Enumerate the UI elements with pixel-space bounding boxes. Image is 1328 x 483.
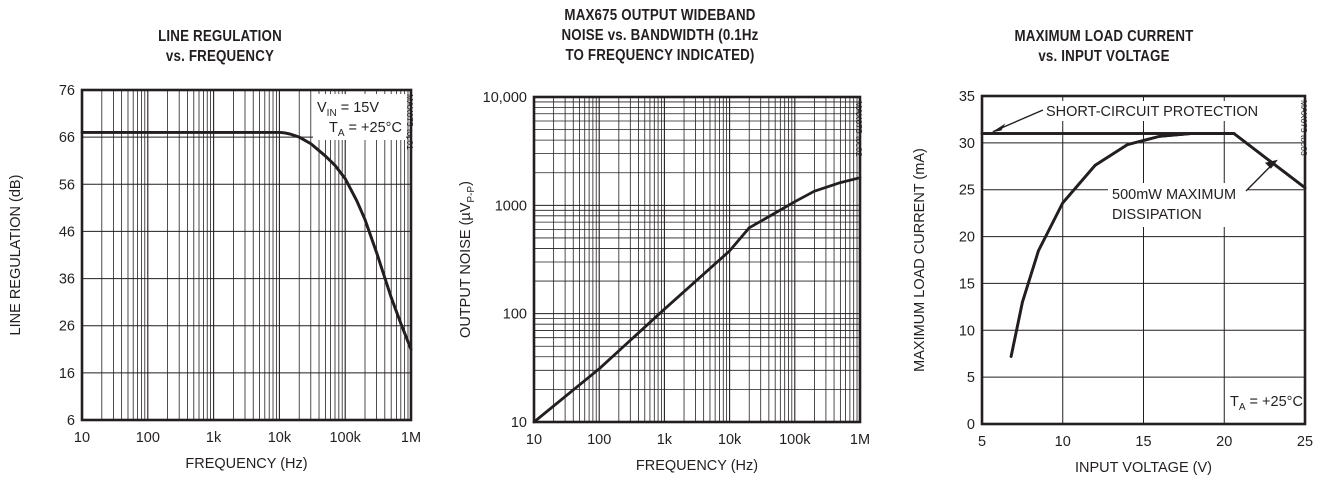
side-code: MAX675 toc02 xyxy=(854,101,864,157)
legend-ta-val: = +25°C xyxy=(345,120,402,136)
x-tick-label: 100k xyxy=(779,432,811,448)
annotation-dissipation-line-2: DISSIPATION xyxy=(1112,207,1202,223)
legend-ta-val: = +25°C xyxy=(1246,394,1303,410)
x-axis-label: FREQUENCY (Hz) xyxy=(636,458,758,474)
chart-2-title-line-3: TO FREQUENCY INDICATED) xyxy=(565,47,755,64)
annotation-1-arrowhead xyxy=(991,123,1006,133)
y-tick-label: 30 xyxy=(959,136,975,152)
legend-ta-t: T xyxy=(1230,394,1239,410)
chart-1-title-line-2: vs. FREQUENCY xyxy=(165,48,275,65)
y-tick-label: 46 xyxy=(59,224,75,240)
legend-vin-val: = 15V xyxy=(337,100,380,116)
y-axis-label-end: ) xyxy=(458,181,474,186)
y-tick-label: 0 xyxy=(967,417,975,433)
chart-3-title: MAXIMUM LOAD CURRENT vs. INPUT VOLTAGE xyxy=(911,27,1296,67)
legend-vin-sub: IN xyxy=(327,108,337,119)
x-tick-label: 1k xyxy=(657,432,673,448)
chart-2-plot: 10 100 1k 10k 100k 1M 10 100 1000 10,000 FREQUENCY… xyxy=(458,90,870,474)
legend-ta-bg xyxy=(1226,389,1302,413)
y-tick-label: 36 xyxy=(59,272,75,288)
chart-max-load-current: MAXIMUM LOAD CURRENT vs. INPUT VOLTAGE 5… xyxy=(880,0,1328,483)
y-tick-label: 66 xyxy=(59,130,75,146)
chart-1-title: LINE REGULATION vs. FREQUENCY xyxy=(31,27,409,67)
series-line-1 xyxy=(80,130,413,351)
x-tick-label: 15 xyxy=(1135,434,1151,450)
y-tick-label: 10 xyxy=(959,323,975,339)
y-axis-label-text: LINE REGULATION (dB) xyxy=(8,175,24,336)
annotation-2-arrowhead xyxy=(1264,159,1278,169)
annotation-dissipation-line-1: 500mW MAXIMUM xyxy=(1112,187,1236,203)
x-axis-label: INPUT VOLTAGE (V) xyxy=(1075,460,1212,476)
x-tick-label: 10 xyxy=(526,432,542,448)
x-tick-label: 10k xyxy=(718,432,742,448)
x-tick-label: 100 xyxy=(136,430,160,446)
y-tick-label: 6 xyxy=(67,413,75,429)
chart-output-noise: MAX675 OUTPUT WIDEBAND NOISE vs. BANDWID… xyxy=(440,0,880,483)
y-axis-label-sub: P-P xyxy=(466,186,477,203)
x-tick-label: 20 xyxy=(1216,434,1232,450)
y-axis-label-mu: µ xyxy=(458,212,474,221)
chart-3-title-line-2: vs. INPUT VOLTAGE xyxy=(1038,48,1170,65)
legend-ta-sub: A xyxy=(1239,402,1246,413)
y-axis-label: OUTPUT NOISE (µVP-P) xyxy=(458,181,477,338)
chart-3-title-line-1: MAXIMUM LOAD CURRENT xyxy=(1014,28,1194,45)
side-code: MAX675 toc01 xyxy=(405,94,415,150)
legend-ta-sub: A xyxy=(338,128,345,139)
y-axis-label: LINE REGULATION (dB) xyxy=(8,175,24,336)
y-tick-label: 35 xyxy=(959,89,975,105)
y-tick-label: 1000 xyxy=(495,198,527,214)
y-tick-label: 10 xyxy=(511,415,527,431)
series-line-overlay-2 xyxy=(1009,132,1236,358)
plot-frame xyxy=(980,94,1307,426)
x-tick-label: 100k xyxy=(329,430,361,446)
plot-frame xyxy=(532,95,862,424)
y-tick-label: 5 xyxy=(967,370,975,386)
chart-line-regulation: LINE REGULATION vs. FREQUENCY 10 100 1k 10k… xyxy=(0,0,440,483)
side-code: MAX675 toc03 xyxy=(1299,100,1309,156)
legend-vin-v: V xyxy=(317,100,327,116)
legend-ta-t: T xyxy=(329,120,338,136)
legend-bg xyxy=(313,94,406,140)
y-tick-label: 56 xyxy=(59,177,75,193)
y-tick-label: 76 xyxy=(59,83,75,99)
y-tick-label: 26 xyxy=(59,319,75,335)
x-tick-label: 10k xyxy=(268,430,292,446)
y-axis-label-v: V xyxy=(458,202,474,212)
y-tick-label: 15 xyxy=(959,276,975,292)
series-line-2 xyxy=(1009,132,1236,358)
legend-ta: TA = +25°C xyxy=(1230,394,1303,413)
annotation-short-circuit: SHORT-CIRCUIT PROTECTION xyxy=(1046,104,1258,120)
y-axis-label: MAXIMUM LOAD CURRENT (mA) xyxy=(912,148,928,372)
y-tick-label: 20 xyxy=(959,230,975,246)
x-axis-label: FREQUENCY (Hz) xyxy=(185,456,307,472)
x-tick-label: 100 xyxy=(587,432,611,448)
series-line-1 xyxy=(532,176,862,424)
y-tick-label: 100 xyxy=(503,307,527,323)
chart-2-title: MAX675 OUTPUT WIDEBAND NOISE vs. BANDWID… xyxy=(471,6,849,66)
x-tick-label: 5 xyxy=(978,434,986,450)
x-tick-label: 1M xyxy=(850,432,870,448)
chart-1-title-line-1: LINE REGULATION xyxy=(158,28,282,45)
legend-vin: VIN = 15V xyxy=(317,100,379,119)
x-tick-label: 10 xyxy=(1055,434,1071,450)
x-tick-label: 25 xyxy=(1297,434,1313,450)
y-tick-label: 25 xyxy=(959,183,975,199)
chart-1-plot: 10 100 1k 10k 100k 1M 6 16 26 36 46 56 66 76 FREQUENCY… xyxy=(8,83,421,472)
chart-2-title-line-1: MAX675 OUTPUT WIDEBAND xyxy=(564,7,756,24)
y-tick-label: 10,000 xyxy=(483,90,527,106)
y-axis-label-main: OUTPUT NOISE ( xyxy=(458,220,474,338)
y-axis-label-text: MAXIMUM LOAD CURRENT (mA) xyxy=(912,148,928,372)
x-tick-label: 1k xyxy=(206,430,222,446)
annotation-2-bg xyxy=(1108,183,1248,227)
plot-frame xyxy=(80,88,413,422)
y-tick-label: 16 xyxy=(59,366,75,382)
x-tick-label: 1M xyxy=(401,430,421,446)
x-tick-label: 10 xyxy=(74,430,90,446)
legend-ta: TA = +25°C xyxy=(329,120,402,139)
chart-2-title-line-2: NOISE vs. BANDWIDTH (0.1Hz xyxy=(561,27,759,44)
annotation-1-bg xyxy=(1044,101,1262,121)
series-line-1-overlay xyxy=(82,130,413,350)
